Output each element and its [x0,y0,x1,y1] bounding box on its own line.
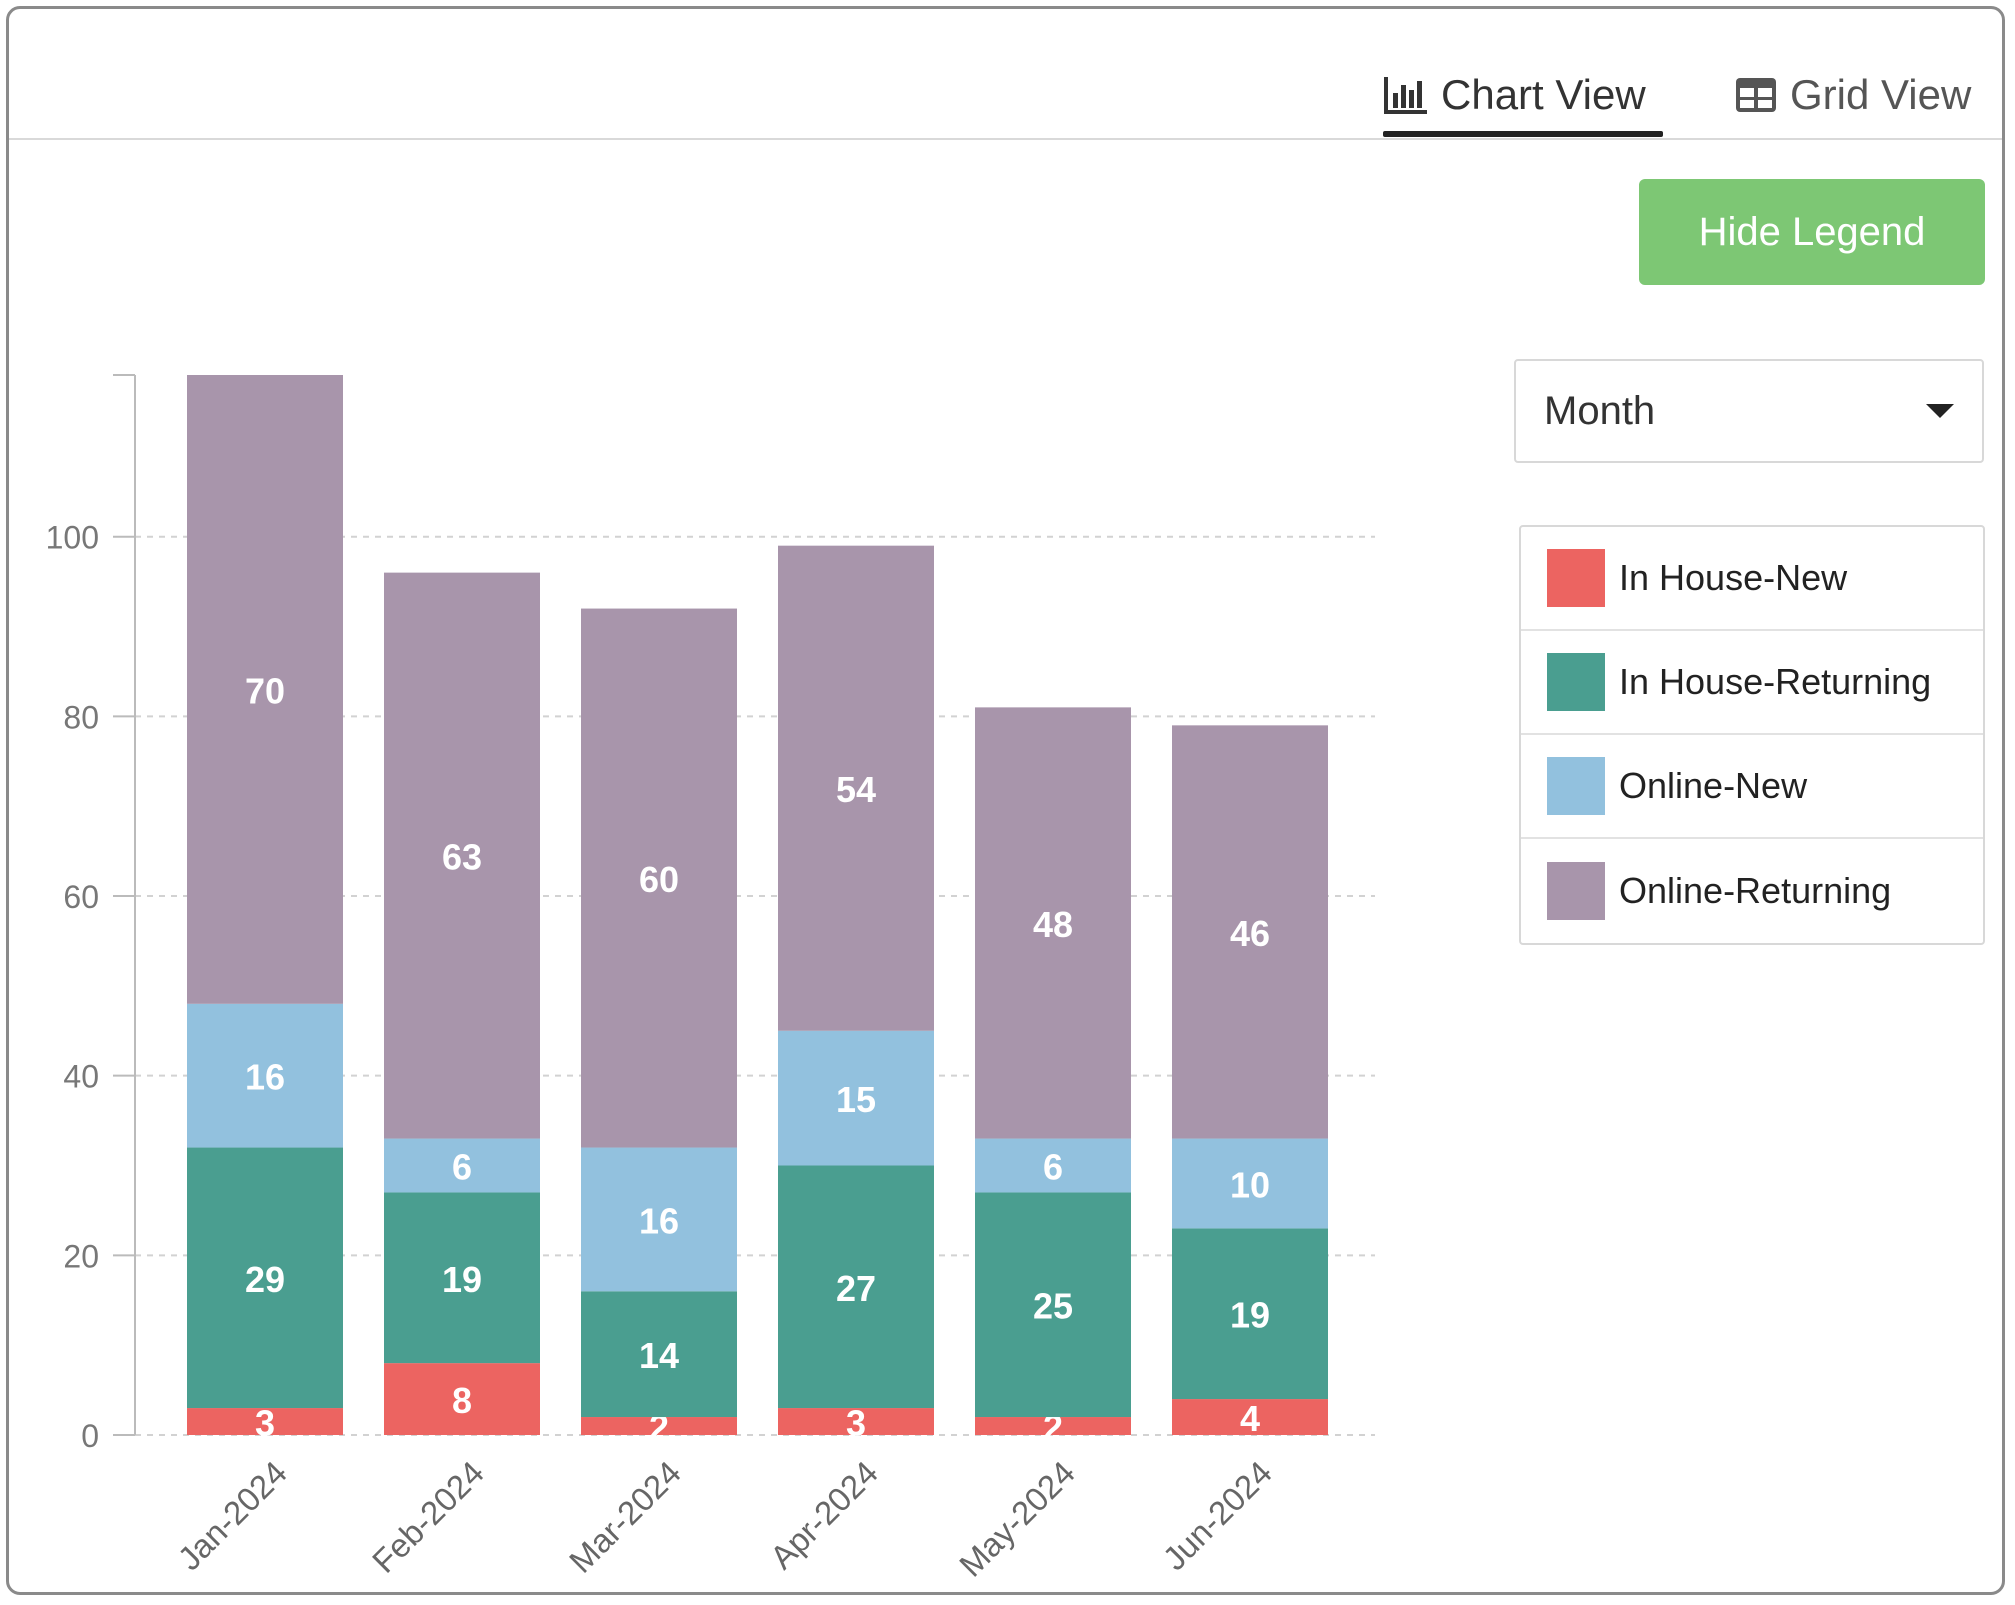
bar-segment [581,1291,737,1418]
grid-table-icon [1734,76,1778,114]
data-label: 16 [245,1057,285,1098]
legend-item[interactable]: In House-New [1521,527,1983,631]
x-tick-label: May-2024 [952,1454,1082,1584]
data-label: 3 [255,1403,275,1444]
bar-segment [778,1030,934,1166]
chart-legend: In House-New In House-Returning Online-N… [1519,525,1985,945]
data-label: 3 [846,1403,866,1444]
legend-item[interactable]: Online-New [1521,735,1983,839]
data-label: 2 [1043,1407,1063,1448]
y-tick-label: 0 [81,1418,99,1454]
data-label: 46 [1230,913,1270,954]
stacked-bar-chart: 0204060801003291670Jan-2024819663Feb-202… [46,374,1375,1584]
legend-swatch [1547,549,1605,607]
bar-segment [778,545,934,1031]
bar-segment [1172,1399,1328,1435]
active-tab-indicator [1383,131,1663,137]
bar-segment [187,375,343,1004]
data-label: 54 [836,769,876,810]
bar-segment [187,1147,343,1409]
data-label: 63 [442,837,482,878]
data-label: 25 [1033,1286,1073,1327]
data-label: 2 [649,1407,669,1448]
period-select-value: Month [1544,388,1656,433]
data-label: 19 [1230,1295,1270,1336]
y-tick-label: 60 [63,879,99,915]
bar-segment [1172,1138,1328,1229]
bar-segment [384,1138,540,1193]
legend-item[interactable]: In House-Returning [1521,631,1983,735]
legend-swatch [1547,862,1605,920]
data-label: 10 [1230,1164,1270,1205]
bar-segment [187,1003,343,1148]
tab-chart-view-label: Chart View [1441,71,1646,118]
legend-label: In House-New [1619,557,1848,598]
bar-segment [975,1417,1131,1435]
y-tick-label: 20 [63,1238,99,1274]
x-tick-label: Jun-2024 [1155,1454,1278,1577]
tabs-divider [9,138,2002,140]
data-label: 19 [442,1259,482,1300]
bar-segment [778,1165,934,1409]
data-label: 6 [1043,1147,1063,1188]
tab-grid-view-label: Grid View [1790,71,1972,118]
bar-segment [778,1408,934,1435]
data-label: 4 [1240,1398,1260,1439]
x-tick-label: Feb-2024 [365,1454,491,1580]
bar-segment [384,1363,540,1435]
legend-item[interactable]: Online-Returning [1521,839,1983,943]
bar-segment [975,707,1131,1139]
bar-segment [187,1408,343,1435]
legend-swatch [1547,757,1605,815]
x-tick-label: Jan-2024 [170,1454,293,1577]
bar-segment [1172,1228,1328,1400]
legend-label: Online-Returning [1619,870,1892,911]
legend-label: In House-Returning [1619,661,1932,702]
data-label: 16 [639,1200,679,1241]
period-select[interactable]: Month [1514,359,1984,463]
tab-grid-view[interactable]: Grid View [1734,51,1971,139]
bar-segment [581,608,737,1148]
data-label: 70 [245,670,285,711]
bar-segment [1172,725,1328,1139]
x-tick-label: Apr-2024 [763,1454,885,1576]
tab-chart-view[interactable]: Chart View [1383,51,1646,139]
data-label: 14 [639,1335,679,1376]
bar-chart-icon [1383,75,1429,115]
bar-segment [384,1192,540,1364]
bar-segment [975,1138,1131,1193]
data-label: 15 [836,1079,876,1120]
y-tick-label: 40 [63,1059,99,1095]
y-tick-label: 100 [46,520,99,556]
y-tick-label: 80 [63,699,99,735]
data-label: 27 [836,1268,876,1309]
caret-down-icon [1926,404,1954,418]
bar-segment [581,1147,737,1292]
chart-panel: Chart View Grid View Hide Legend Month I… [6,6,2005,1595]
data-label: 29 [245,1259,285,1300]
data-label: 60 [639,859,679,900]
legend-swatch [1547,653,1605,711]
bar-segment [384,572,540,1139]
bar-segment [581,1417,737,1435]
data-label: 8 [452,1380,472,1421]
legend-label: Online-New [1619,765,1808,806]
data-label: 48 [1033,904,1073,945]
bar-segment [975,1192,1131,1418]
hide-legend-button[interactable]: Hide Legend [1639,179,1985,285]
x-tick-label: Mar-2024 [562,1454,688,1580]
data-label: 6 [452,1147,472,1188]
